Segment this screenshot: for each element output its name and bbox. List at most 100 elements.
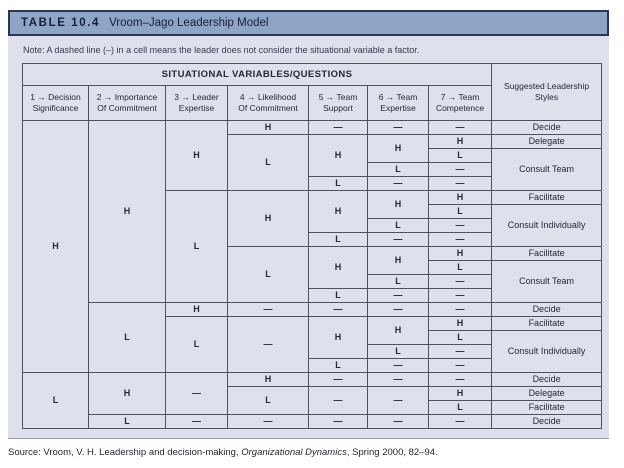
situational-value-cell: L bbox=[22, 372, 89, 429]
situational-value-cell: L bbox=[165, 316, 228, 373]
situational-value-cell: L bbox=[227, 134, 309, 191]
situational-value-cell: H bbox=[165, 302, 228, 317]
situational-value-cell: L bbox=[308, 358, 368, 373]
column-header-team-expertise: 6 → Team Expertise bbox=[367, 85, 429, 121]
situational-value-cell: H bbox=[308, 246, 368, 289]
situational-value-cell: L bbox=[88, 302, 166, 373]
situational-value-cell: — bbox=[367, 176, 429, 191]
situational-value-cell: L bbox=[367, 274, 429, 289]
matrix-row: L Consult Individually bbox=[23, 330, 603, 373]
situational-value-cell: L bbox=[88, 414, 166, 429]
column-header-decision-significance: 1 → Decision Significance bbox=[22, 85, 89, 121]
situational-value-cell: L bbox=[227, 246, 309, 303]
situational-value-cell: L bbox=[227, 386, 309, 415]
group-header-row: SITUATIONAL VARIABLES/QUESTIONS Suggeste… bbox=[21, 63, 603, 121]
leadership-style-cell: Consult Team bbox=[491, 260, 603, 303]
situational-value-cell: H bbox=[427, 190, 493, 205]
situational-value-cell: L bbox=[308, 176, 368, 191]
situational-value-cell: H bbox=[367, 190, 429, 219]
situational-value-cell: H bbox=[88, 120, 166, 303]
situational-value-cell: — bbox=[308, 414, 368, 429]
matrix-row: L — — bbox=[23, 232, 602, 247]
situational-value-cell: L bbox=[308, 232, 368, 247]
group-header-cell: SITUATIONAL VARIABLES/QUESTIONS bbox=[21, 63, 493, 86]
situational-value-cell: — bbox=[367, 288, 429, 303]
leadership-style-cell: Decide bbox=[491, 372, 603, 387]
situational-value-cell: L bbox=[165, 190, 228, 303]
situational-value-cell: L bbox=[427, 204, 493, 219]
situational-value-cell: H bbox=[427, 246, 493, 261]
situational-value-cell: — bbox=[227, 316, 309, 373]
situational-value-cell: — bbox=[367, 232, 429, 247]
situational-value-cell: — bbox=[227, 414, 309, 429]
situational-value-cell: L bbox=[367, 162, 429, 177]
situational-value-cell: H bbox=[227, 190, 309, 247]
situational-value-cell: H bbox=[308, 134, 368, 177]
styles-header-cell: Suggested Leadership Styles bbox=[491, 63, 603, 121]
table-title: Vroom–Jago Leadership Model bbox=[109, 17, 269, 29]
situational-value-cell: — bbox=[427, 372, 493, 387]
situational-value-cell: H bbox=[367, 316, 429, 345]
matrix-row: L H — — — — Decide bbox=[23, 302, 603, 373]
matrix-row: L H H H H Facilitate bbox=[23, 190, 603, 303]
situational-value-cell: — bbox=[427, 414, 493, 429]
matrix-head: SITUATIONAL VARIABLES/QUESTIONS Suggeste… bbox=[21, 63, 603, 121]
matrix-row: L — — bbox=[23, 288, 602, 303]
situational-value-cell: L bbox=[427, 260, 493, 275]
situational-value-cell: — bbox=[165, 372, 228, 415]
situational-value-cell: — bbox=[227, 302, 309, 317]
situational-value-cell: — bbox=[427, 176, 493, 191]
source-text-pre: Source: Vroom, V. H. Leadership and deci… bbox=[8, 447, 242, 458]
matrix-row: L — — — — — Decide bbox=[23, 414, 603, 429]
situational-value-cell: — bbox=[367, 120, 429, 135]
situational-value-cell: — bbox=[308, 386, 368, 415]
leadership-style-cell: Facilitate bbox=[491, 400, 603, 415]
situational-value-cell: L bbox=[367, 344, 429, 359]
source-journal: Organizational Dynamics bbox=[241, 447, 347, 458]
note-text: Note: A dashed line (–) in a cell means … bbox=[23, 45, 420, 55]
situational-value-cell: H bbox=[427, 316, 493, 331]
situational-value-cell: H bbox=[367, 134, 429, 163]
situational-value-cell: — bbox=[427, 120, 493, 135]
leadership-style-cell: Consult Team bbox=[491, 148, 603, 191]
situational-value-cell: — bbox=[427, 288, 493, 303]
table-header-bar: TABLE 10.4 Vroom–Jago Leadership Model bbox=[8, 10, 609, 36]
situational-value-cell: — bbox=[308, 120, 368, 135]
table-number-label: TABLE 10.4 bbox=[21, 17, 101, 29]
column-header-leader-expertise: 3 → Leader Expertise bbox=[165, 85, 228, 121]
situational-value-cell: H bbox=[165, 120, 228, 191]
situational-value-cell: H bbox=[308, 316, 368, 359]
matrix-row: L Consult Individually bbox=[23, 204, 603, 247]
leadership-style-cell: Decide bbox=[491, 302, 603, 317]
situational-value-cell: H bbox=[367, 246, 429, 275]
situational-value-cell: — bbox=[367, 372, 429, 387]
matrix-row: L — bbox=[23, 344, 602, 359]
leadership-style-cell: Delegate bbox=[491, 386, 603, 401]
matrix-row: L — bbox=[23, 162, 602, 177]
situational-value-cell: H bbox=[227, 372, 309, 387]
column-header-importance-of-commitment: 2 → Importance Of Commitment bbox=[88, 85, 166, 121]
situational-value-cell: L bbox=[308, 288, 368, 303]
leadership-style-cell: Facilitate bbox=[491, 190, 603, 205]
matrix-row: L H — H — — — Decide bbox=[22, 372, 603, 429]
situational-value-cell: — bbox=[165, 414, 228, 429]
situational-value-cell: — bbox=[427, 274, 493, 289]
matrix-row: L Consult Team bbox=[23, 148, 603, 191]
situational-value-cell: L bbox=[427, 148, 493, 163]
column-header-team-competence: 7 → Team Competence bbox=[427, 85, 493, 121]
leadership-style-cell: Consult Individually bbox=[491, 330, 603, 373]
situational-value-cell: H bbox=[227, 120, 309, 135]
leadership-style-cell: Delegate bbox=[491, 134, 603, 149]
situational-value-cell: H bbox=[308, 190, 368, 233]
matrix-body: H H H H — — — Decide L H H H Delegate L Consult Team L —… bbox=[22, 120, 603, 429]
column-header-team-support: 5 → Team Support bbox=[308, 85, 368, 121]
situational-value-cell: L bbox=[367, 218, 429, 233]
leadership-style-cell: Facilitate bbox=[491, 246, 603, 261]
source-citation: Source: Vroom, V. H. Leadership and deci… bbox=[8, 447, 624, 458]
situational-value-cell: — bbox=[308, 372, 368, 387]
leadership-style-cell: Decide bbox=[491, 414, 603, 429]
situational-value-cell: H bbox=[427, 134, 493, 149]
situational-value-cell: H bbox=[22, 120, 89, 373]
figure-box: TABLE 10.4 Vroom–Jago Leadership Model N… bbox=[8, 10, 609, 439]
situational-value-cell: — bbox=[367, 386, 429, 415]
